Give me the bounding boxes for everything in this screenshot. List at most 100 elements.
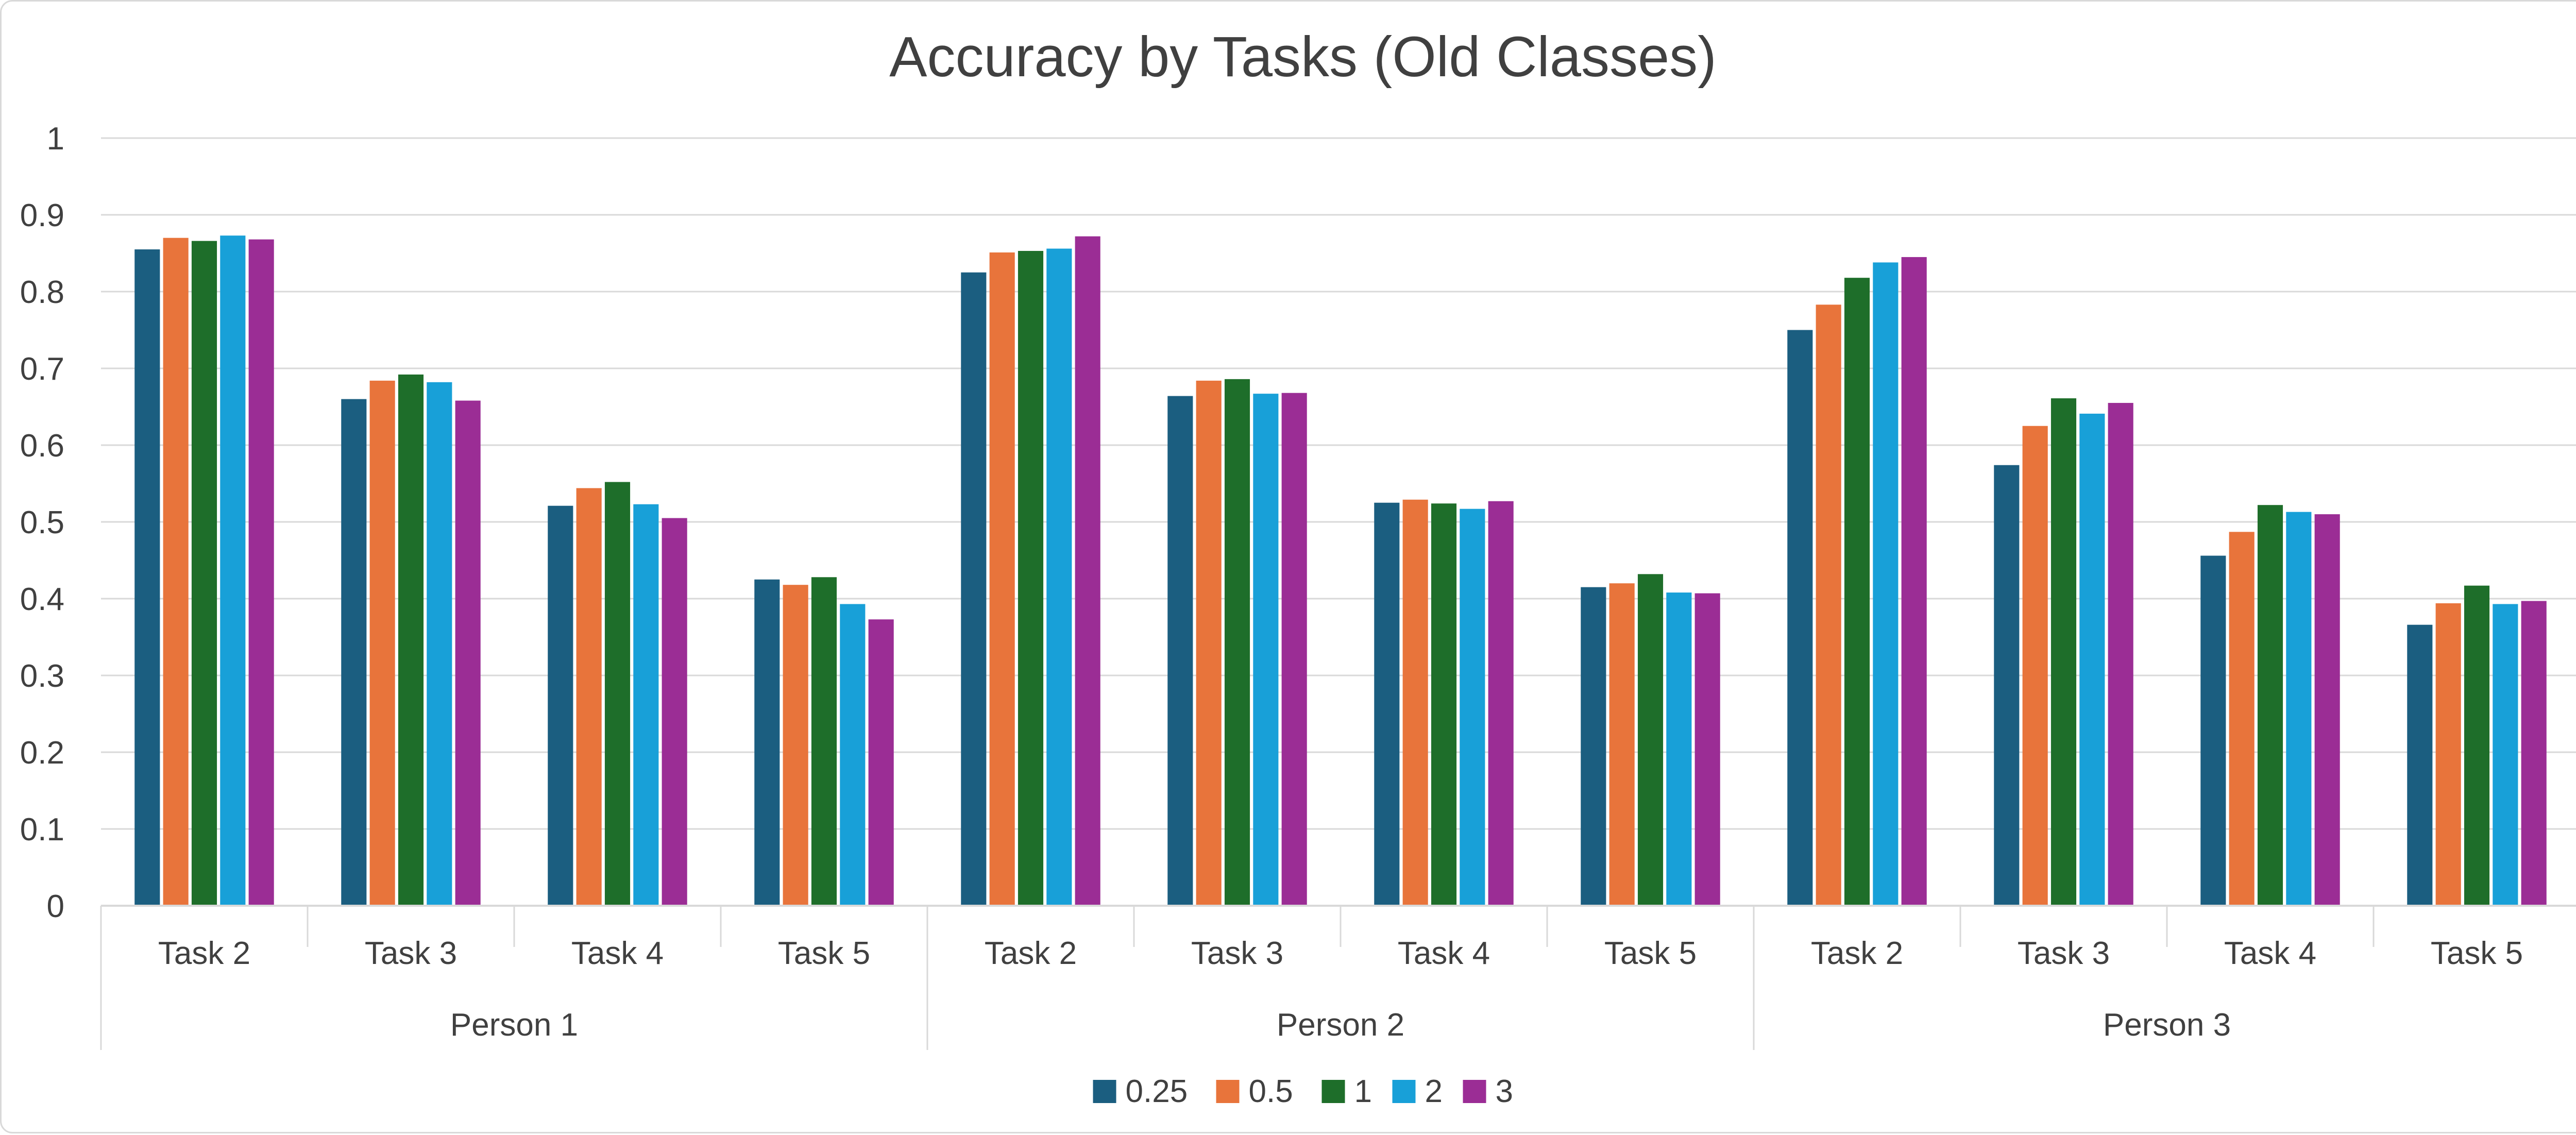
bar-series-3-task-5 [868,619,894,906]
bar-series-0.5-task-3 [1196,380,1222,906]
legend-swatch [1093,1080,1116,1103]
bar-series-0.25-task-2 [134,249,160,906]
x-category-label: Task 2 [985,936,1077,971]
bar-series-2-task-4 [633,504,659,906]
x-category-label: Task 3 [2018,936,2110,971]
bar-series-3-task-5 [2521,601,2547,906]
bar-series-0.5-task-5 [1609,583,1635,906]
bar-series-0.25-task-5 [2407,624,2433,906]
bar-series-1-task-3 [398,374,424,906]
legend-swatch [1321,1080,1345,1103]
gridlines [101,137,2576,830]
legend-label: 0.5 [1249,1074,1293,1109]
bar-series-3-task-5 [1694,593,1720,906]
x-category-label: Task 5 [778,936,870,971]
bar-series-2-task-2 [1046,248,1072,906]
bar-series-1-task-3 [2050,398,2077,906]
bar-series-1-task-4 [604,482,631,906]
bar-series-0.25-task-5 [1581,587,1606,906]
bar-series-0.5-task-4 [576,488,602,906]
y-tick-label: 0.1 [20,812,64,848]
bar-series-0.5-task-2 [989,252,1015,906]
legend-swatch [1216,1080,1240,1103]
legend-label: 0.25 [1126,1074,1188,1109]
legend-label: 3 [1496,1074,1513,1109]
y-tick-label: 0.5 [20,505,64,540]
bar-series-3-task-3 [1281,393,1307,906]
bar-series-2-task-3 [1253,394,1279,906]
bar-series-2-task-3 [2079,413,2105,906]
x-group-label: Person 3 [2103,1007,2231,1043]
chart-title: Accuracy by Tasks (Old Classes) [889,25,1717,89]
bar-series-1-task-2 [1018,251,1044,906]
bar-series-0.5-task-2 [1816,304,1841,906]
legend-label: 2 [1425,1074,1443,1109]
x-category-label: Task 5 [2431,936,2523,971]
x-category-label: Task 5 [1604,936,1697,971]
bar-series-3-task-3 [455,400,481,906]
bar-series-2-task-3 [427,382,452,906]
bar-series-2-task-5 [840,604,866,906]
x-category-label: Task 4 [2224,936,2316,971]
bar-series-0.5-task-4 [2229,532,2255,906]
bar-series-2-task-2 [1873,262,1899,906]
bar-series-3-task-4 [662,518,687,906]
bar-series-0.25-task-2 [1787,330,1813,906]
bar-series-0.25-task-5 [754,579,780,906]
bar-series-0.25-task-4 [548,505,573,906]
bar-series-0.25-task-4 [2200,555,2226,906]
bar-series-0.5-task-5 [2435,603,2461,906]
bar-series-1-task-5 [811,577,837,906]
y-tick-label: 0.9 [20,198,64,233]
bar-series-3-task-2 [1075,236,1100,906]
x-category-label: Task 2 [158,936,250,971]
bar-series-0.25-task-3 [1994,465,2020,906]
y-tick-label: 0.2 [20,735,64,771]
x-category-label: Task 2 [1811,936,1903,971]
x-category-label: Task 3 [1191,936,1283,971]
bar-series-0.5-task-3 [369,380,395,906]
bar-series-2-task-4 [2286,512,2312,906]
y-tick-label: 0.3 [20,658,64,694]
bar-series-0.5-task-2 [163,238,189,906]
x-category-label: Task 4 [571,936,664,971]
bar-series-3-task-3 [2108,403,2133,906]
legend-swatch [1463,1080,1486,1103]
bar-series-2-task-4 [1460,509,1485,906]
y-tick-label: 0.4 [20,582,64,617]
y-axis-ticks: 0 0.1 0.2 0.3 0.4 0.5 0.6 0.7 0.8 0.9 1 [20,121,64,924]
y-tick-label: 0.7 [20,351,64,387]
x-category-label: Task 3 [365,936,457,971]
bar-series-3-task-4 [2314,514,2340,906]
bar-series-2-task-5 [1666,592,1692,906]
bar-series-0.25-task-3 [1167,396,1193,906]
x-group-label: Person 1 [450,1007,578,1043]
bar-series-0.5-task-4 [1402,499,1428,906]
y-tick-label: 0.8 [20,275,64,310]
bar-series-0.25-task-3 [341,399,367,906]
bar-series-1-task-2 [191,241,217,906]
bar-series-1-task-3 [1224,379,1250,906]
x-category-label: Task 4 [1398,936,1490,971]
bar-series-1-task-4 [2257,505,2283,906]
bar-series-0.5-task-5 [783,585,808,906]
bar-series-1-task-5 [1637,574,1664,906]
y-tick-label: 1 [47,121,64,157]
bar-series-3-task-2 [1901,257,1927,906]
x-axis: Task 2 Task 3 Task 4 Task 5 Task 2 Task 3 Task… [100,905,2576,1050]
bar-series-0.5-task-3 [2022,426,2048,906]
bar-series-0.25-task-2 [961,272,987,906]
bar-series-3-task-4 [1488,501,1514,906]
bar-series-1-task-5 [2464,585,2490,906]
bar-series-2-task-2 [220,235,246,906]
bars [134,235,2547,906]
bar-series-2-task-5 [2493,604,2518,906]
y-tick-label: 0.6 [20,428,64,464]
y-tick-label: 0 [47,889,64,924]
bar-series-3-task-2 [248,239,274,906]
legend-label: 1 [1354,1074,1372,1109]
bar-series-0.25-task-4 [1374,502,1400,906]
bar-series-1-task-2 [1844,278,1870,906]
